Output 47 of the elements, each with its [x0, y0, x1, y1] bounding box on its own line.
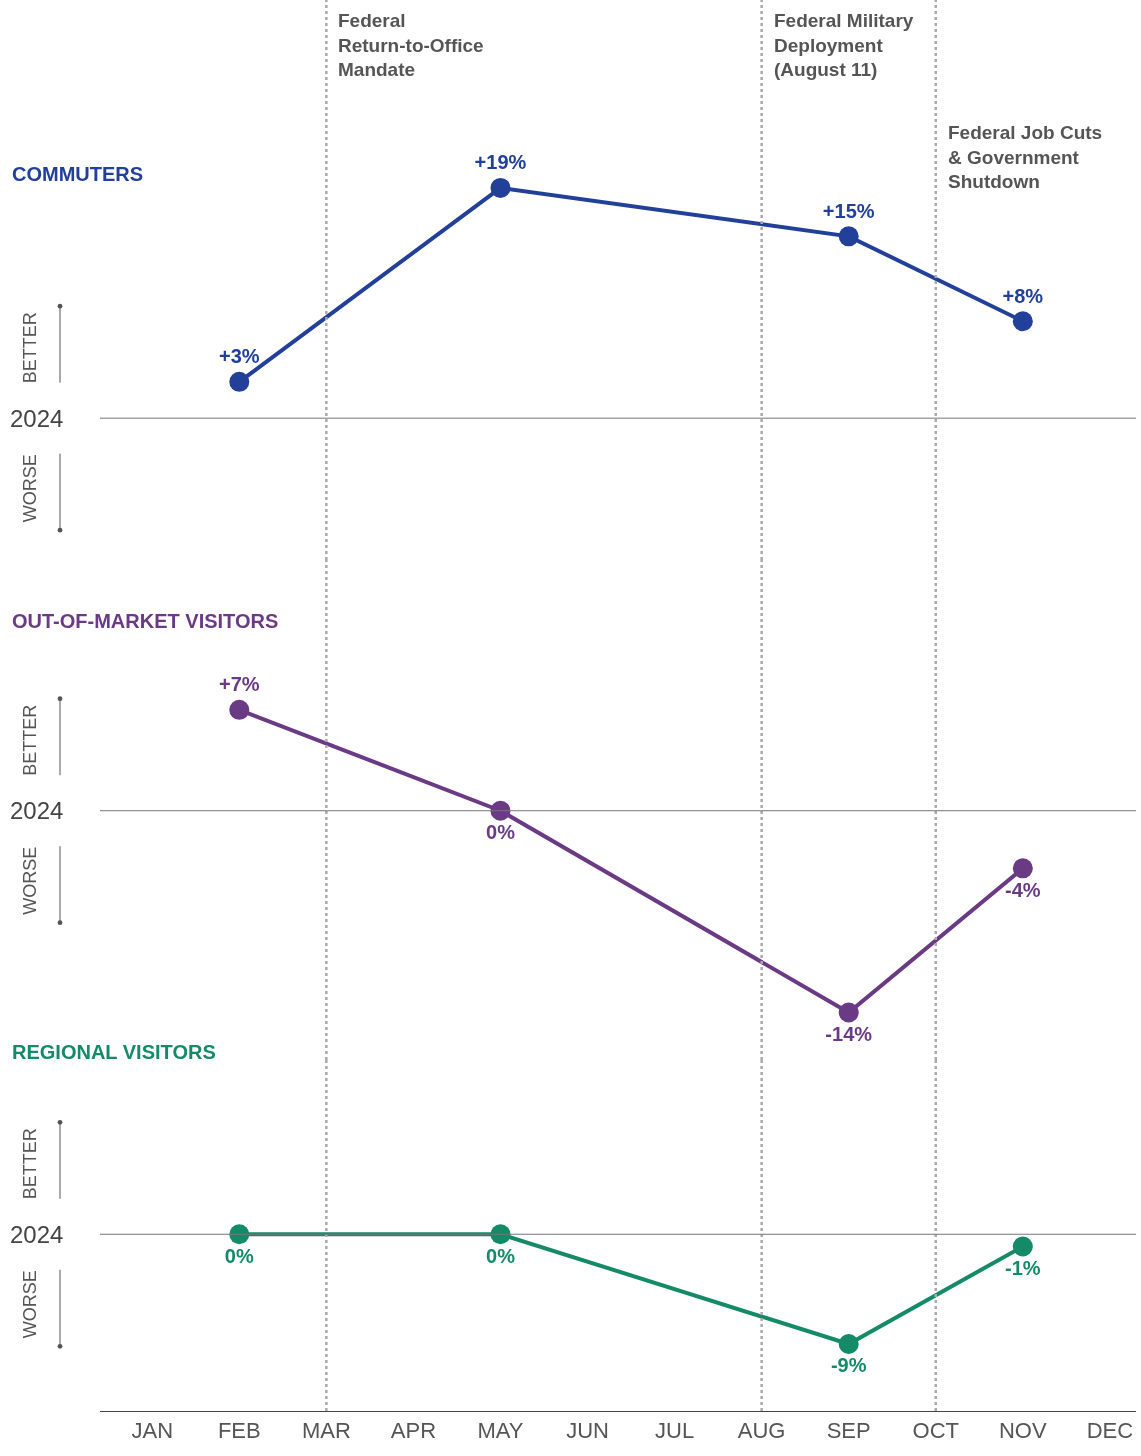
- data-label: -1%: [1005, 1256, 1041, 1279]
- x-tick-label: DEC: [1086, 1418, 1134, 1444]
- text: BETTER: [19, 312, 40, 384]
- ref-line-label: Federal Job Cuts & Government Shutdown: [948, 122, 1103, 193]
- data-label: -4%: [1005, 878, 1041, 901]
- chart-title: OUT-OF-MARKET VISITORS: [12, 610, 279, 632]
- point: [490, 177, 511, 198]
- data-label: +8%: [1002, 284, 1044, 307]
- data-label: +3%: [218, 345, 260, 368]
- text: BETTER: [19, 1128, 40, 1200]
- data-label: -14%: [825, 1022, 873, 1045]
- x-tick-label: APR: [390, 1418, 437, 1444]
- text: 2024: [10, 797, 64, 824]
- x-tick-label: MAY: [477, 1418, 524, 1444]
- x-tick-label: JUN: [566, 1418, 609, 1444]
- chart-title: COMMUTERS: [12, 163, 144, 185]
- point: [838, 1002, 859, 1023]
- text: WORSE: [19, 1270, 40, 1339]
- text: WORSE: [20, 846, 41, 915]
- text: WORSE: [19, 454, 40, 523]
- point: [1012, 858, 1033, 879]
- x-tick-label: JUL: [655, 1418, 695, 1444]
- data-label: -9%: [830, 1354, 867, 1377]
- point: [1012, 311, 1033, 332]
- point: [490, 800, 511, 821]
- x-tick-label: SEP: [826, 1418, 871, 1444]
- point: [229, 699, 250, 720]
- text: BETTER: [20, 704, 41, 776]
- x-tick-label: MAR: [301, 1418, 351, 1444]
- data-label: +19%: [474, 151, 527, 174]
- x-tick-label: NOV: [998, 1418, 1047, 1444]
- data-label: 0%: [224, 1244, 254, 1267]
- x-tick-label: AUG: [737, 1418, 786, 1444]
- x-tick-label: JAN: [131, 1418, 174, 1444]
- data-label: 0%: [486, 821, 516, 844]
- x-tick-label: OCT: [912, 1418, 959, 1444]
- ref-line-label: Federal Military Deployment (August 11): [774, 10, 914, 81]
- x-tick-label: FEB: [217, 1418, 261, 1444]
- point: [838, 226, 859, 247]
- data-label: 0%: [486, 1244, 516, 1267]
- text: 2024: [10, 1221, 64, 1248]
- ref-line-label: Federal Return-to-Office Mandate: [338, 10, 484, 81]
- data-label: +15%: [822, 199, 875, 222]
- chart-title: REGIONAL VISITORS: [12, 1041, 216, 1063]
- text: 2024: [10, 405, 64, 432]
- point: [229, 371, 250, 392]
- data-label: +7%: [218, 673, 260, 696]
